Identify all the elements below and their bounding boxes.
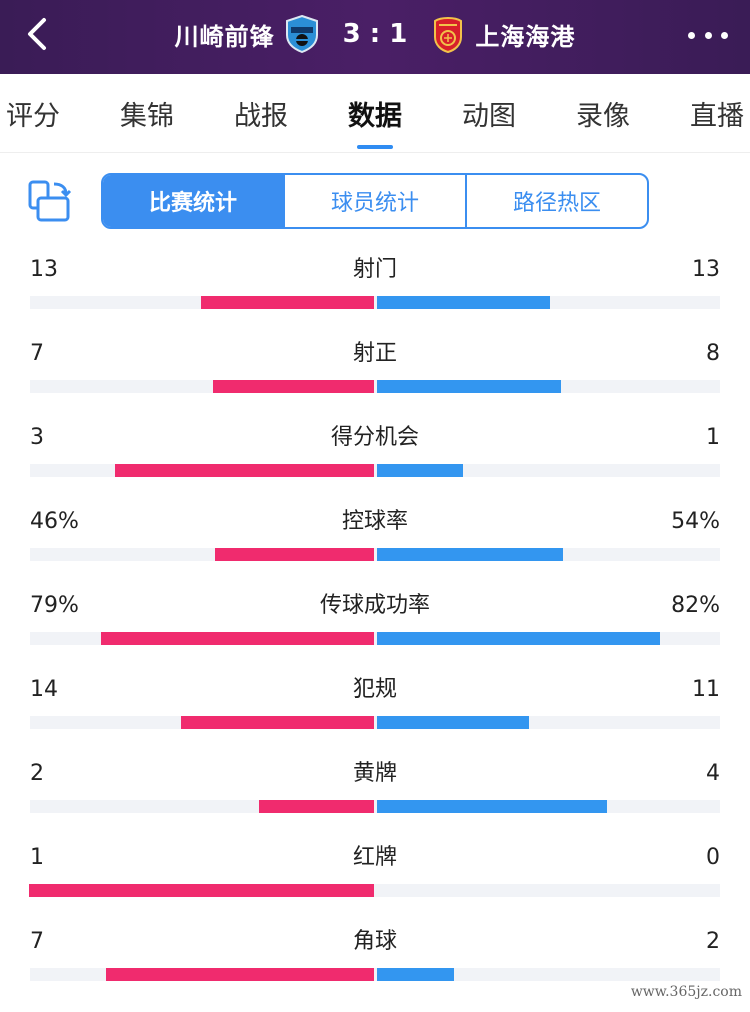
tab-replay[interactable]: 录像	[576, 101, 630, 132]
away-team-name: 上海海港	[475, 22, 576, 51]
stats-segmented-control: 比赛统计 球员统计 路径热区	[101, 173, 649, 229]
home-stat-bar	[29, 884, 374, 897]
away-stat-value: 8	[706, 341, 720, 366]
home-team-name: 川崎前锋	[174, 22, 275, 51]
stat-row: 2 黄牌 4	[0, 760, 750, 844]
stat-row: 13 射门 13	[0, 256, 750, 340]
away-stat-value: 54%	[671, 509, 720, 534]
chevron-left-icon	[28, 18, 46, 50]
match-score: 3 : 1	[342, 19, 408, 49]
more-dots-icon	[688, 31, 695, 39]
tab-highlights[interactable]: 集锦	[120, 101, 174, 132]
stat-bar-track	[30, 800, 720, 813]
tab-rating[interactable]: 评分	[6, 101, 60, 132]
home-stat-bar	[181, 716, 374, 729]
more-dots-icon	[704, 31, 712, 39]
home-stat-value: 14	[30, 677, 58, 702]
stat-label: 传球成功率	[319, 593, 430, 618]
stat-label: 犯规	[352, 677, 397, 702]
kawasaki-frontale-crest-icon[interactable]	[285, 15, 319, 53]
away-stat-value: 1	[706, 425, 720, 450]
home-stat-bar	[201, 296, 374, 309]
away-stat-bar	[377, 548, 563, 561]
stat-label: 黄牌	[352, 761, 397, 786]
away-stat-bar	[377, 380, 561, 393]
stat-label: 射正	[352, 341, 397, 366]
home-stat-value: 79%	[30, 593, 79, 618]
segment-heatmap[interactable]: 路径热区	[465, 175, 647, 227]
home-stat-bar	[215, 548, 374, 561]
match-header: 川崎前锋 3 : 1 上海海港	[0, 0, 750, 74]
home-stat-bar	[213, 380, 374, 393]
stat-row: 3 得分机会 1	[0, 424, 750, 508]
shanghai-port-crest-icon[interactable]	[431, 15, 465, 53]
tab-gifs[interactable]: 动图	[462, 101, 516, 132]
stat-row: 7 射正 8	[0, 340, 750, 424]
more-dots-icon	[721, 31, 728, 39]
active-tab-indicator	[357, 145, 393, 149]
watermark: www.365jz.com	[630, 984, 742, 1000]
stat-row: 46% 控球率 54%	[0, 508, 750, 592]
home-stat-value: 2	[30, 761, 44, 786]
home-stat-bar	[101, 632, 374, 645]
home-stat-value: 3	[30, 425, 44, 450]
stat-row: 79% 传球成功率 82%	[0, 592, 750, 676]
stat-row: 1 红牌 0	[0, 844, 750, 928]
segment-player-stats[interactable]: 球员统计	[283, 175, 465, 227]
stat-label: 控球率	[341, 509, 408, 534]
away-stat-bar	[377, 716, 529, 729]
stat-label: 得分机会	[330, 425, 419, 450]
tab-report[interactable]: 战报	[234, 101, 288, 132]
back-button[interactable]	[18, 14, 58, 54]
tab-data[interactable]: 数据	[348, 101, 402, 132]
layout-switch-icon	[28, 180, 72, 222]
home-stat-bar	[259, 800, 374, 813]
home-stat-value: 7	[30, 929, 44, 954]
away-stat-bar	[377, 296, 550, 309]
tab-bar: 评分 集锦 战报 数据 动图 录像 直播	[0, 74, 750, 153]
stat-label: 角球	[352, 929, 397, 954]
away-stat-value: 0	[706, 845, 720, 870]
match-summary: 川崎前锋 3 : 1 上海海港	[0, 14, 750, 54]
stat-label: 射门	[352, 257, 397, 282]
stat-row: 14 犯规 11	[0, 676, 750, 760]
away-stat-value: 82%	[671, 593, 720, 618]
away-stat-value: 13	[692, 257, 720, 282]
layout-switch-button[interactable]	[26, 178, 74, 226]
away-stat-bar	[377, 968, 454, 981]
stat-bar-track	[30, 716, 720, 729]
segment-match-stats[interactable]: 比赛统计	[103, 175, 283, 227]
away-stat-bar	[377, 800, 607, 813]
stat-bar-track	[30, 296, 720, 309]
home-stat-bar	[115, 464, 374, 477]
home-stat-value: 46%	[30, 509, 79, 534]
away-stat-bar	[377, 464, 463, 477]
home-stat-value: 1	[30, 845, 44, 870]
home-stat-value: 13	[30, 257, 58, 282]
home-stat-bar	[106, 968, 374, 981]
stat-label: 红牌	[352, 845, 397, 870]
away-stat-value: 11	[692, 677, 720, 702]
stat-row: 7 角球 2	[0, 928, 750, 1012]
away-stat-value: 2	[706, 929, 720, 954]
stat-bar-track	[30, 380, 720, 393]
away-stat-bar	[377, 632, 660, 645]
home-stat-value: 7	[30, 341, 44, 366]
tab-live[interactable]: 直播	[690, 101, 744, 132]
away-stat-value: 4	[706, 761, 720, 786]
more-button[interactable]	[688, 20, 728, 50]
stat-bar-track	[30, 548, 720, 561]
